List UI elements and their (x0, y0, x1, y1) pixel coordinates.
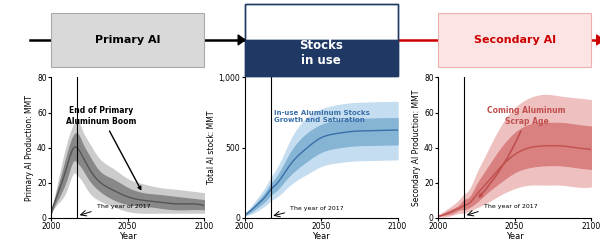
X-axis label: Year: Year (119, 232, 136, 241)
Text: Coming Aluminum
Scrap Age: Coming Aluminum Scrap Age (479, 106, 566, 197)
Text: Secondary Al: Secondary Al (473, 35, 556, 45)
X-axis label: Year: Year (506, 232, 523, 241)
Text: Primary Al: Primary Al (95, 35, 160, 45)
Text: Stocks
in use: Stocks in use (299, 39, 343, 67)
Text: In-use Aluminum Stocks
Growth and Saturation: In-use Aluminum Stocks Growth and Satura… (274, 110, 370, 123)
Y-axis label: Primary Al Production: MMT: Primary Al Production: MMT (25, 95, 34, 201)
Text: The year of 2017: The year of 2017 (97, 204, 151, 209)
Y-axis label: Secondary Al Production: MMT: Secondary Al Production: MMT (412, 90, 421, 206)
Text: The year of 2017: The year of 2017 (290, 206, 344, 212)
Text: The year of 2017: The year of 2017 (484, 204, 538, 209)
X-axis label: Year: Year (312, 232, 330, 241)
Text: End of Primary
Aluminum Boom: End of Primary Aluminum Boom (67, 106, 141, 189)
Y-axis label: Total Al stock: MMT: Total Al stock: MMT (207, 111, 216, 184)
